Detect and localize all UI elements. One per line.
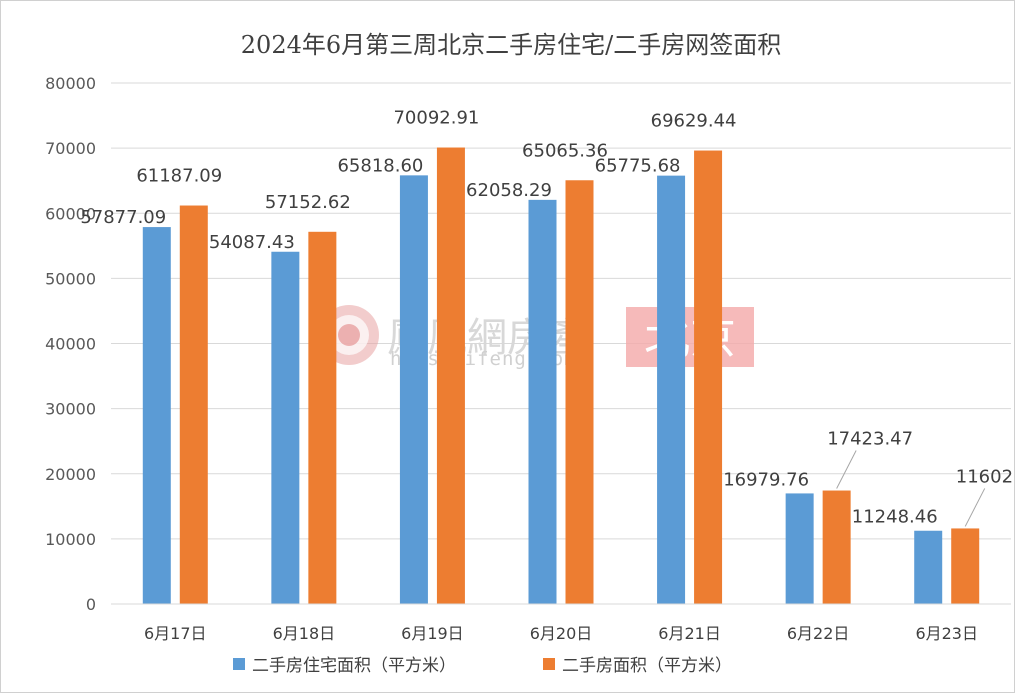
bar-series-2 [436, 147, 465, 604]
label-leader-lines [836, 450, 986, 527]
legend: 二手房住宅面积（平方米） 二手房面积（平方米） [233, 656, 732, 676]
x-tick-label: 6月20日 [530, 624, 593, 643]
data-label-series-1: 16979.76 [723, 469, 809, 490]
y-tick-label: 80000 [45, 74, 96, 93]
bar-series-2 [308, 231, 337, 604]
data-label-series-1: 11248.46 [852, 507, 938, 528]
y-tick-label: 40000 [45, 335, 96, 354]
data-label-series-2: 70092.91 [393, 108, 479, 129]
leader-line [964, 488, 986, 527]
bar-series-2 [179, 205, 208, 604]
y-tick-label: 0 [86, 595, 96, 614]
y-tick-label: 20000 [45, 465, 96, 484]
data-label-series-1: 62058.29 [466, 180, 552, 201]
y-tick-label: 10000 [45, 530, 96, 549]
y-tick-label: 50000 [45, 269, 96, 288]
data-label-series-1: 65775.68 [595, 156, 681, 177]
bar-series-1 [399, 175, 428, 604]
data-label-series-2: 17423.47 [827, 429, 913, 450]
x-tick-label: 6月19日 [401, 624, 464, 643]
x-tick-label: 6月23日 [915, 624, 978, 643]
bar-series-1 [271, 251, 300, 604]
bar-series-1 [914, 530, 943, 604]
y-tick-label: 30000 [45, 400, 96, 419]
bar-series-2 [822, 490, 851, 604]
data-label-series-2: 61187.09 [136, 166, 222, 187]
data-label-series-1: 65818.60 [337, 155, 423, 176]
data-label-series-1: 54087.43 [209, 232, 295, 253]
data-label-series-2: 69629.44 [651, 111, 737, 132]
gridlines [111, 82, 1011, 540]
x-tick-label: 6月17日 [144, 624, 207, 643]
bar-series-2 [951, 528, 980, 604]
bar-series-1 [785, 493, 814, 604]
chart-title: 2024年6月第三周北京二手房住宅/二手房网签面积 [241, 31, 781, 59]
legend-swatch-series-2 [543, 658, 555, 670]
legend-label-series-2: 二手房面积（平方米） [562, 656, 732, 676]
y-tick-label: 60000 [45, 204, 96, 223]
watermark-city-badge [626, 307, 754, 367]
legend-swatch-series-1 [233, 658, 245, 670]
x-tick-label: 6月21日 [658, 624, 721, 643]
bar-series-2 [694, 150, 723, 604]
x-tick-label: 6月18日 [273, 624, 336, 643]
x-axis: 6月17日 6月18日 6月19日 6月20日 6月21日 6月22日 6月23日 [144, 624, 978, 643]
data-label-series-2: 11602.10 [956, 466, 1014, 487]
bar-series-1 [142, 227, 171, 605]
bar-series-2 [565, 180, 594, 604]
data-label-series-2: 57152.62 [265, 192, 351, 213]
data-label-series-1: 57877.09 [80, 207, 166, 228]
legend-label-series-1: 二手房住宅面积（平方米） [252, 656, 456, 676]
leader-line [836, 450, 857, 489]
y-axis: 0 10000 20000 30000 40000 50000 60000 70000 8000… [45, 74, 96, 614]
data-label-series-2: 65065.36 [522, 140, 608, 161]
bar-series-1 [528, 199, 557, 604]
data-labels: 57877.09 54087.43 65818.60 62058.29 65775.68… [80, 108, 1014, 528]
bars [142, 147, 980, 605]
x-tick-label: 6月22日 [787, 624, 850, 643]
y-tick-label: 70000 [45, 139, 96, 158]
bar-series-1 [657, 175, 686, 605]
